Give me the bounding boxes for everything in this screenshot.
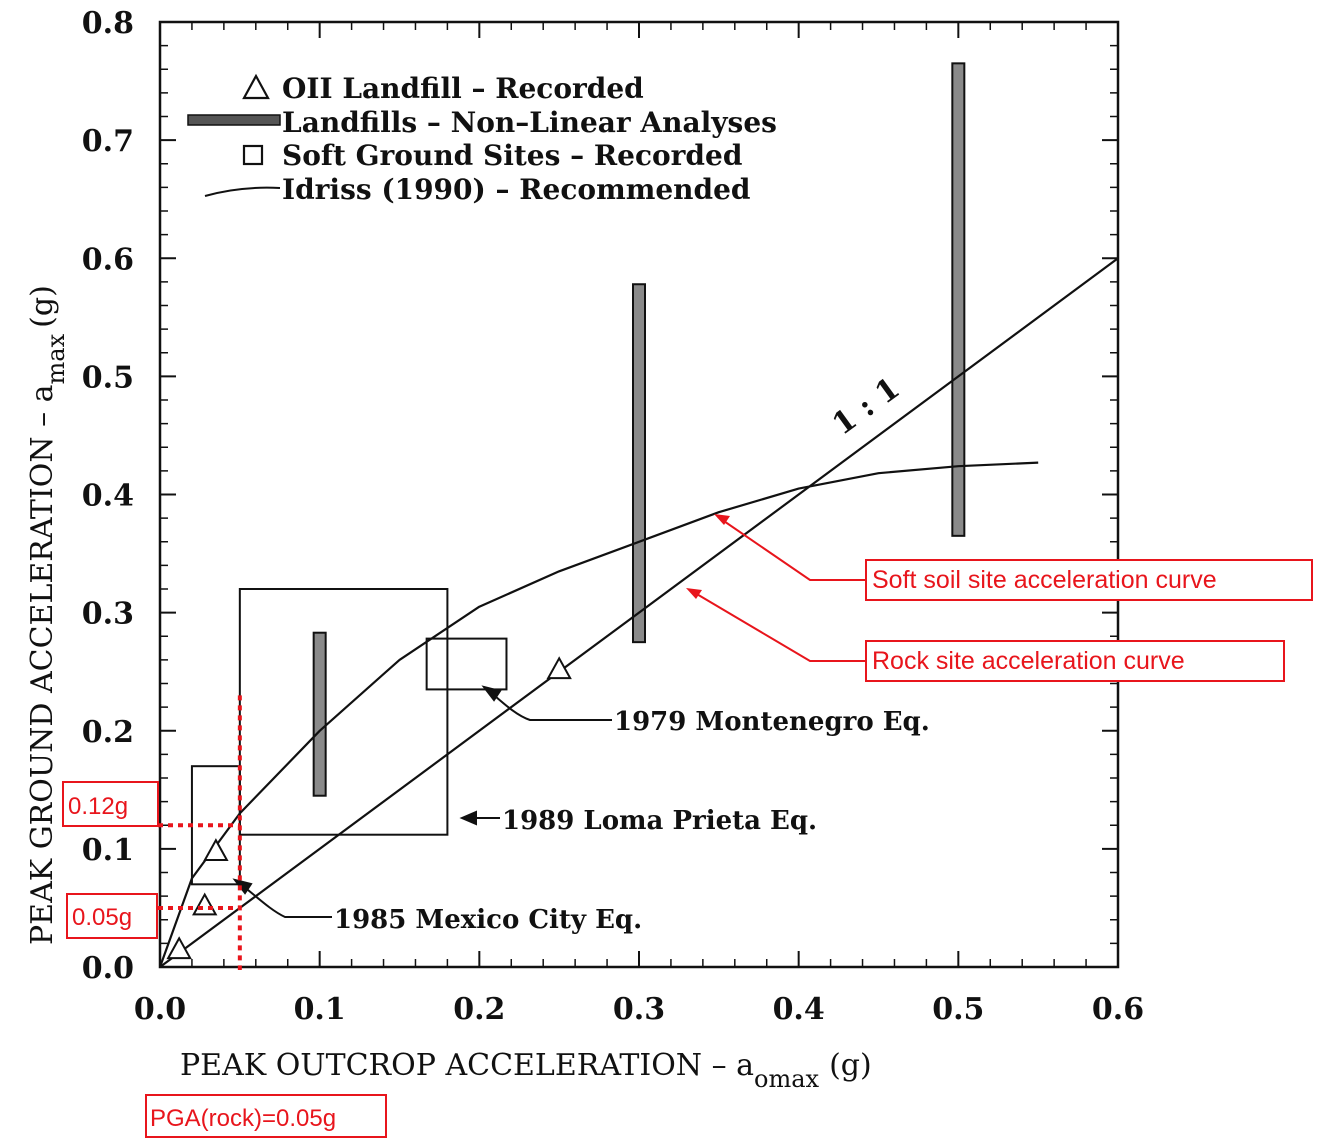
soft-ground-box: [238, 588, 449, 836]
x-tick-label: 0.1: [294, 992, 346, 1027]
loma-prieta-arrowhead: [459, 810, 477, 826]
annotation-arrows: [232, 685, 612, 918]
x-axis-title-main: PEAK OUTCROP ACCELERATION – a: [180, 1048, 754, 1083]
soft-soil-pointer: [717, 516, 868, 581]
y-tick-label: 0.0: [82, 951, 134, 986]
one-to-one-line: [159, 257, 1119, 968]
x-axis-title-sub: omax: [754, 1065, 820, 1093]
legend-square-marker: [242, 144, 264, 166]
soft-ground-box: [425, 637, 508, 691]
x-tick-labels: 0.0 0.1 0.2 0.3 0.4 0.5 0.6: [134, 992, 1144, 1027]
rock-pointer: [689, 589, 868, 662]
oii-triangle-point: [203, 838, 229, 862]
landfill-bars: [312, 62, 966, 797]
rock-label: Rock site acceleration curve: [872, 647, 1185, 675]
legend-line-marker: [204, 186, 281, 197]
pga-box: [145, 1094, 387, 1138]
legend-triangle-marker: [242, 73, 270, 100]
pga-label: PGA(rock)=0.05g: [150, 1105, 336, 1132]
mexico-city-label: 1985 Mexico City Eq.: [334, 905, 642, 935]
idriss-curve: [158, 461, 1039, 968]
x-tick-label: 0.4: [773, 992, 825, 1027]
callout-005-label: 0.05g: [72, 904, 132, 931]
red-overlay: Soft soil site acceleration curve Rock s…: [62, 514, 1313, 1138]
y-axis-title-unit: (g): [25, 285, 60, 328]
y-tick-label: 0.5: [82, 360, 134, 395]
soft-soil-pointer-head: [714, 514, 730, 525]
one-to-one-label: 1 : 1: [826, 371, 906, 443]
legend-bar-marker: [187, 114, 281, 126]
oii-triangle-point: [546, 656, 572, 680]
y-tick-label: 0.1: [82, 833, 134, 868]
x-tick-label: 0.0: [134, 992, 186, 1027]
legend: OII Landfill – Recorded Landfills – Non–…: [187, 72, 777, 206]
y-tick-label: 0.3: [82, 597, 134, 632]
montenegro-arrowhead: [481, 685, 502, 702]
x-tick-label: 0.3: [613, 992, 665, 1027]
curves: [158, 257, 1119, 968]
legend-label-landfills: Landfills – Non–Linear Analyses: [282, 106, 777, 139]
soft-soil-label: Soft soil site acceleration curve: [872, 566, 1217, 594]
montenegro-arrow: [487, 689, 612, 721]
y-tick-label: 0.7: [82, 124, 134, 159]
y-tick-labels: 0.0 0.1 0.2 0.3 0.4 0.5 0.6 0.7 0.8: [82, 6, 134, 986]
oii-triangle-point: [166, 936, 192, 960]
landfill-bar: [951, 62, 966, 537]
y-tick-label: 0.6: [82, 242, 134, 277]
rock-label-box: [865, 640, 1285, 682]
loma-prieta-label: 1989 Loma Prieta Eq.: [502, 806, 817, 836]
y-axis-title: PEAK GROUND ACCELERATION – amax (g): [25, 285, 70, 945]
oii-triangle-point: [192, 892, 218, 916]
y-tick-label: 0.2: [82, 715, 134, 750]
callout-005-box: [66, 893, 158, 939]
montenegro-label: 1979 Montenegro Eq.: [614, 707, 930, 737]
legend-label-idriss: Idriss (1990) – Recommended: [282, 173, 750, 206]
legend-label-oii: OII Landfill – Recorded: [282, 72, 644, 105]
dotted-guides: [158, 695, 242, 970]
y-axis-title-sub: max: [42, 333, 70, 384]
y-tick-label: 0.8: [82, 6, 134, 41]
axis-ticks: [159, 21, 1119, 968]
x-tick-label: 0.6: [1092, 992, 1144, 1027]
x-tick-label: 0.5: [932, 992, 984, 1027]
x-axis-title-unit: (g): [829, 1048, 872, 1083]
x-axis-title: PEAK OUTCROP ACCELERATION – aomax (g): [180, 1048, 872, 1093]
y-axis-title-main: PEAK GROUND ACCELERATION – a: [25, 384, 60, 945]
landfill-bar: [632, 283, 646, 644]
x-tick-label: 0.2: [453, 992, 505, 1027]
callout-012-label: 0.12g: [68, 793, 128, 820]
y-tick-label: 0.4: [82, 479, 134, 514]
callout-012-box: [62, 781, 159, 827]
rock-pointer-head: [686, 588, 702, 599]
soft-ground-boxes: [190, 588, 508, 886]
landfill-bar: [312, 631, 327, 797]
soft-soil-label-box: [865, 559, 1313, 601]
legend-label-soft-ground: Soft Ground Sites – Recorded: [282, 139, 742, 172]
